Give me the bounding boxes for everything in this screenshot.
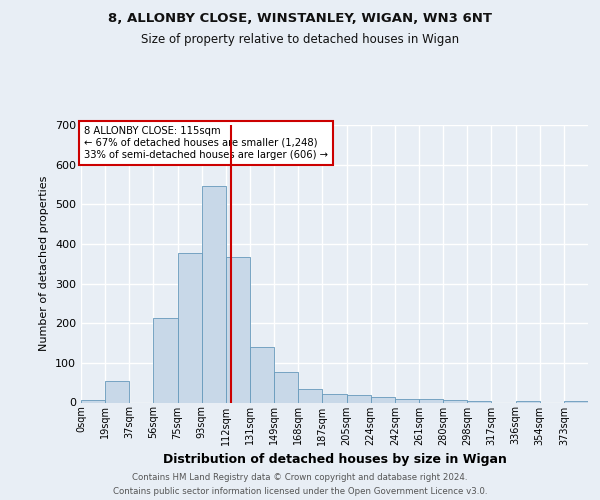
Text: Size of property relative to detached houses in Wigan: Size of property relative to detached ho… (141, 32, 459, 46)
Bar (298, 390, 322, 402)
Bar (250, 347, 274, 403)
Bar (226, 256, 250, 402)
Bar (467, 400, 491, 402)
Bar (322, 394, 347, 402)
Text: Contains HM Land Registry data © Crown copyright and database right 2024.: Contains HM Land Registry data © Crown c… (132, 472, 468, 482)
Text: 8 ALLONBY CLOSE: 115sqm
← 67% of detached houses are smaller (1,248)
33% of semi: 8 ALLONBY CLOSE: 115sqm ← 67% of detache… (83, 126, 328, 160)
Bar (395, 398, 419, 402)
Bar (274, 372, 298, 402)
Bar (202, 186, 226, 402)
Bar (81, 400, 105, 402)
Y-axis label: Number of detached properties: Number of detached properties (40, 176, 49, 352)
Bar (564, 400, 588, 402)
X-axis label: Distribution of detached houses by size in Wigan: Distribution of detached houses by size … (163, 453, 506, 466)
Bar (515, 400, 540, 402)
Text: 8, ALLONBY CLOSE, WINSTANLEY, WIGAN, WN3 6NT: 8, ALLONBY CLOSE, WINSTANLEY, WIGAN, WN3… (108, 12, 492, 26)
Bar (178, 253, 202, 402)
Bar (371, 398, 395, 402)
Text: Contains public sector information licensed under the Open Government Licence v3: Contains public sector information licen… (113, 488, 487, 496)
Bar (347, 396, 371, 402)
Bar (419, 400, 443, 402)
Bar (105, 382, 129, 402)
Bar (154, 318, 178, 402)
Bar (443, 400, 467, 402)
